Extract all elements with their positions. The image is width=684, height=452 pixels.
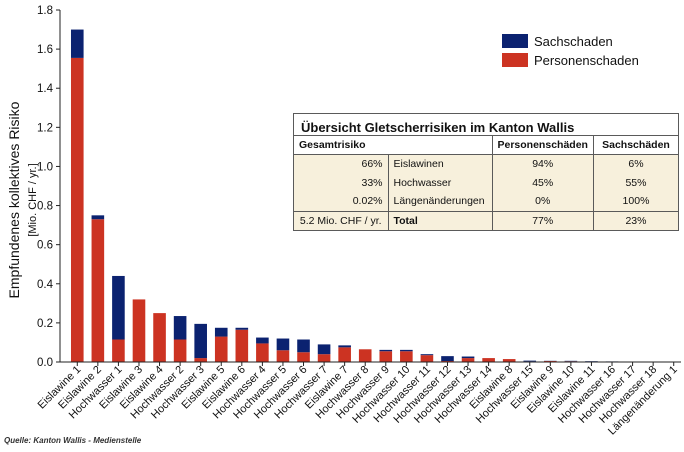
bar-sachschaden	[194, 323, 207, 359]
header-sachschaeden: Sachschäden	[593, 136, 678, 155]
table-row: 66% Eislawinen 94% 6%	[294, 154, 678, 173]
overview-title: Übersicht Gletscherrisiken im Kanton Wal…	[294, 114, 678, 136]
row-share: 0.02%	[294, 192, 389, 211]
bar-sachschaden	[461, 356, 475, 359]
y-tick-label: 0.6	[37, 240, 53, 252]
y-tick-label: 1.0	[37, 161, 53, 173]
legend-swatch-sachschaden	[502, 34, 528, 48]
source-note: Quelle: Kanton Wallis - Medienstelle	[4, 436, 142, 445]
bar-sachschaden	[317, 344, 331, 355]
overview-table: Übersicht Gletscherrisiken im Kanton Wal…	[293, 113, 679, 231]
legend: Sachschaden Personenschaden	[502, 34, 639, 68]
bar-personenschaden	[379, 351, 393, 362]
bar-personenschaden	[132, 299, 146, 362]
bar-personenschaden	[317, 354, 331, 362]
total-sach: 23%	[593, 210, 678, 230]
bar-personenschaden	[297, 352, 310, 362]
row-category: Längenänderungen	[388, 192, 493, 211]
y-tick-label: 0.8	[37, 201, 53, 213]
total-share: 5.2 Mio. CHF / yr.	[294, 210, 389, 230]
y-tick-label: 1.4	[37, 83, 54, 95]
bar-personenschaden	[153, 313, 166, 362]
bar-sachschaden	[523, 360, 537, 362]
bar-sachschaden	[91, 215, 105, 220]
row-sach: 55%	[625, 176, 647, 189]
y-axis-ticks: 0.0 0.2 0.4 0.6 0.8 1.0 1.2 1.4 1.6 1.8	[37, 5, 60, 369]
header-gesamtrisiko: Gesamtrisiko	[294, 136, 388, 155]
y-tick-label: 0.4	[37, 279, 54, 291]
legend-label-personenschaden: Personenschaden	[534, 53, 639, 68]
bar-sachschaden	[70, 29, 84, 58]
bar-sachschaden	[441, 356, 454, 362]
bar-personenschaden	[482, 358, 495, 362]
bar-sachschaden	[173, 316, 187, 340]
bar-personenschaden	[461, 358, 475, 362]
bar-personenschaden	[70, 57, 84, 363]
row-sach: 100%	[622, 195, 650, 208]
bar-sachschaden	[297, 339, 310, 353]
bar-personenschaden	[235, 329, 249, 362]
legend-swatch-personenschaden	[502, 53, 528, 67]
row-category: Hochwasser	[388, 173, 493, 192]
y-tick-label: 0.0	[37, 357, 53, 369]
row-share: 33%	[294, 173, 389, 192]
total-label: Total	[388, 210, 493, 230]
row-personen: 45%	[492, 173, 594, 192]
bar-sachschaden	[235, 327, 249, 330]
bar-personenschaden	[276, 350, 290, 362]
overview-grid: Gesamtrisiko Personenschäden Sachschäden…	[294, 136, 678, 230]
row-personen: 94%	[492, 154, 594, 173]
bar-sachschaden	[256, 337, 269, 344]
y-tick-label: 0.2	[37, 318, 53, 330]
bar-personenschaden	[420, 355, 434, 362]
row-category: Eislawinen	[388, 154, 493, 173]
overview-header-row: Gesamtrisiko Personenschäden Sachschäden	[294, 136, 678, 155]
bar-sachschaden	[214, 327, 228, 337]
row-sach: 6%	[628, 157, 644, 170]
bar-sachschaden	[379, 349, 393, 352]
bar-personenschaden	[338, 347, 351, 362]
y-axis-title: Empfundenes kollektives Risiko	[6, 101, 22, 298]
bar-personenschaden	[214, 336, 228, 362]
y-tick-label: 1.8	[37, 5, 53, 17]
bar-sachschaden	[338, 345, 351, 348]
bar-personenschaden	[173, 339, 187, 362]
table-row: 0.02% Längenänderungen 0% 100%	[294, 192, 678, 211]
header-personenschaeden: Personenschäden	[492, 136, 594, 155]
total-personen: 77%	[492, 210, 594, 230]
bar-personenschaden	[358, 349, 372, 362]
y-tick-label: 1.2	[37, 122, 53, 134]
y-tick-label: 1.6	[37, 44, 53, 56]
bar-personenschaden	[502, 359, 516, 362]
row-personen: 0%	[492, 192, 594, 211]
bar-personenschaden	[256, 343, 269, 362]
row-share: 66%	[294, 154, 389, 173]
bar-personenschaden	[400, 351, 413, 362]
bars	[70, 29, 660, 363]
bar-personenschaden	[194, 358, 207, 362]
bar-sachschaden	[112, 275, 125, 340]
legend-label-sachschaden: Sachschaden	[534, 34, 613, 49]
y-axis-unit: [Mio. CHF / yr.]	[27, 163, 39, 236]
bar-sachschaden	[276, 338, 290, 351]
bar-personenschaden	[91, 219, 105, 362]
bar-personenschaden	[112, 339, 125, 362]
bar-sachschaden	[420, 354, 434, 356]
table-row: 33% Hochwasser 45% 55%	[294, 173, 678, 192]
header-category	[388, 136, 493, 155]
total-row: 5.2 Mio. CHF / yr. Total 77% 23%	[294, 210, 678, 230]
bar-sachschaden	[400, 349, 413, 352]
